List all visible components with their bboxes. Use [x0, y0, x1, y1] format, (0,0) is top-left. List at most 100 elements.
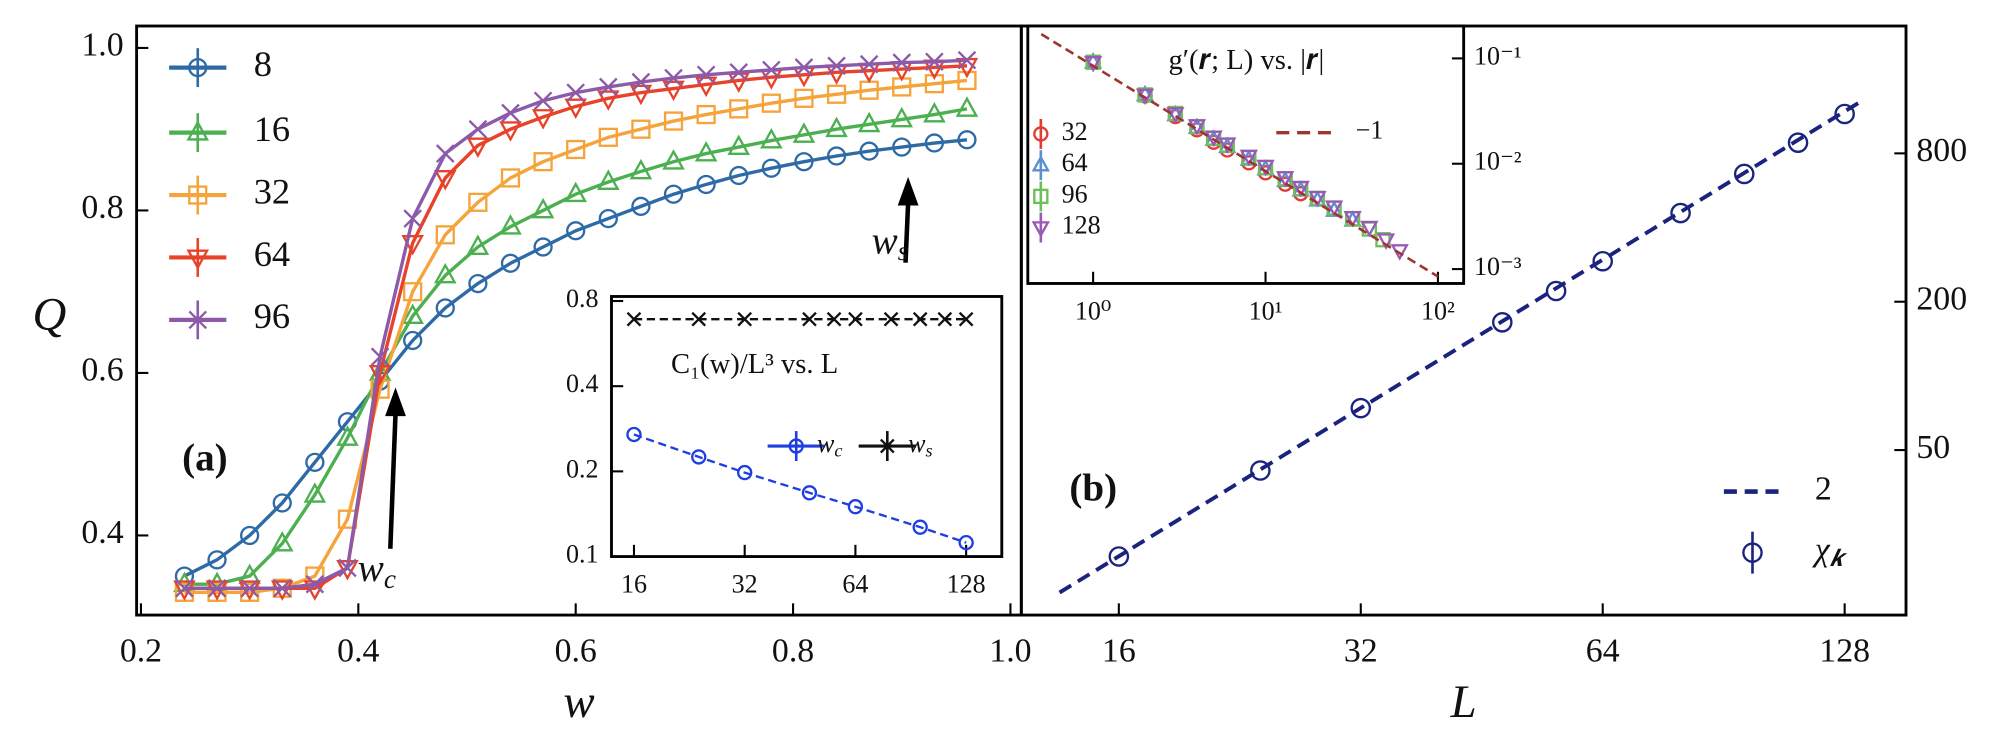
series-line [1040, 33, 1439, 278]
legend-label-base: w [817, 429, 835, 458]
marker [629, 158, 653, 180]
x-tick-label: 0.4 [337, 633, 379, 670]
marker [272, 493, 292, 513]
marker [883, 311, 899, 327]
marker [696, 174, 716, 195]
marker [1256, 159, 1275, 177]
axes-frame [610, 295, 1004, 558]
legend-marker [1033, 126, 1049, 142]
arrow-head [897, 176, 919, 206]
annotation-text: (a) [182, 437, 228, 480]
marker [826, 84, 847, 104]
legend-label: 2 [1815, 470, 1832, 507]
x-axis-label: L [1450, 676, 1477, 728]
marker [305, 574, 325, 594]
marker [794, 58, 814, 77]
marker [1135, 84, 1155, 102]
marker [857, 111, 881, 133]
marker [240, 525, 260, 546]
legend-label: 64 [1062, 148, 1088, 177]
x-tick-label: 32 [1344, 633, 1378, 670]
y-tick-label: 50 [1916, 429, 1950, 466]
legend-label: 8 [254, 44, 272, 84]
series-line [1058, 98, 1865, 595]
marker [958, 311, 974, 327]
marker [1108, 546, 1130, 567]
marker [403, 282, 423, 302]
legend-marker [1031, 221, 1050, 238]
x-tick-label: 10⁰ [1075, 296, 1111, 325]
y-tick-label: 10⁻³ [1474, 252, 1522, 281]
annotation-sub: c [384, 564, 396, 594]
marker [272, 578, 292, 598]
marker [1787, 132, 1809, 153]
legend-label: 32 [1062, 117, 1088, 146]
legend-label-base: χ [1812, 531, 1831, 568]
marker [696, 104, 716, 125]
x-tick-label: 0.2 [120, 633, 162, 670]
y-tick-label: 10⁻² [1474, 147, 1522, 176]
y-tick-label: 0.8 [566, 284, 599, 313]
marker [1733, 163, 1755, 185]
marker [597, 90, 620, 111]
x-tick-label: 0.8 [772, 633, 814, 670]
marker [599, 77, 618, 97]
marker [173, 580, 196, 601]
y-tick-label: 0.2 [566, 454, 599, 483]
marker [691, 311, 707, 327]
legend-label: ws [908, 429, 932, 461]
marker [729, 165, 749, 186]
series-line [184, 64, 968, 590]
marker [1592, 250, 1613, 272]
legend-marker [788, 438, 804, 454]
series-line [183, 138, 968, 578]
marker [564, 98, 587, 120]
legend-marker [879, 438, 895, 454]
legend-label: 32 [254, 171, 290, 211]
annotation: (a) [182, 437, 228, 480]
marker [533, 237, 553, 257]
x-tick-label: 0.6 [555, 633, 597, 670]
marker [626, 426, 642, 443]
marker [631, 196, 651, 217]
marker [664, 68, 683, 88]
marker [533, 91, 553, 111]
annotation: wc [358, 547, 396, 594]
marker [847, 499, 864, 515]
marker [958, 534, 974, 551]
marker [629, 84, 653, 106]
marker [499, 121, 522, 142]
arrow-wc [388, 413, 398, 549]
marker [826, 146, 847, 166]
marker [207, 578, 227, 598]
marker [1670, 202, 1691, 224]
marker [762, 60, 781, 80]
annotation-sub: s [898, 236, 909, 266]
legend-label-base: w [908, 429, 926, 458]
y-tick-label: 10⁻¹ [1474, 41, 1522, 70]
marker [802, 311, 817, 327]
marker [631, 119, 651, 139]
marker [433, 262, 457, 284]
legend-label: 128 [1062, 211, 1101, 240]
marker [694, 140, 718, 162]
marker [1291, 180, 1310, 198]
marker [761, 93, 781, 113]
y-tick-label: 1.0 [81, 27, 123, 64]
legend-marker [1031, 154, 1050, 172]
marker [533, 152, 553, 172]
y-tick-label: 0.4 [81, 514, 123, 551]
legend-label: 96 [254, 296, 290, 336]
marker [727, 134, 751, 156]
marker [1360, 220, 1379, 238]
y-tick-label: 800 [1916, 132, 1967, 169]
marker [1166, 107, 1185, 124]
marker [1083, 55, 1103, 73]
arrow-ws [903, 202, 911, 263]
marker [598, 127, 618, 147]
x-tick-label: 16 [621, 569, 647, 598]
x-axis-label: w [563, 676, 594, 728]
marker [955, 96, 979, 117]
x-tick-label: 10² [1421, 296, 1455, 325]
